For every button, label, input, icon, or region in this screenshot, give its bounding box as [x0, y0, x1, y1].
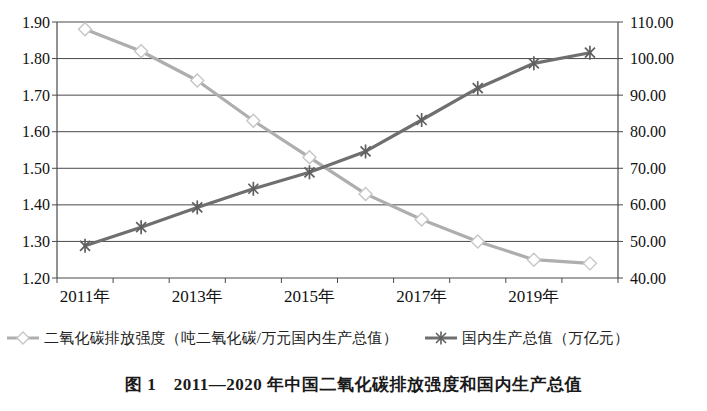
figure-co2-gdp: 1.90 110.00 1.80 100.00 1.70 90.00 1.60 80.00 1.…	[0, 0, 707, 411]
line-chart: 1.90 110.00 1.80 100.00 1.70 90.00 1.60 80.00 1.…	[0, 0, 707, 315]
svg-text:2019年: 2019年	[508, 287, 559, 306]
legend-item-co2-intensity: 二氧化碳排放强度（吨二氧化碳/万元国内生产总值）	[6, 329, 398, 348]
svg-text:1.40: 1.40	[22, 196, 50, 213]
svg-text:60.00: 60.00	[630, 196, 666, 213]
svg-text:50.00: 50.00	[630, 233, 666, 250]
svg-text:2013年: 2013年	[172, 287, 223, 306]
svg-text:110.00: 110.00	[630, 14, 673, 31]
svg-text:2011年: 2011年	[60, 287, 110, 306]
svg-text:40.00: 40.00	[630, 270, 666, 287]
legend-item-gdp: 国内生产总值（万亿元）	[424, 329, 629, 348]
chart-legend: 二氧化碳排放强度（吨二氧化碳/万元国内生产总值） 国内生产总值（万亿元）	[6, 326, 707, 350]
figure-caption: 图 1 2011—2020 年中国二氧化碳排放强度和国内生产总值	[0, 373, 707, 396]
svg-text:1.70: 1.70	[22, 87, 50, 104]
svg-text:1.80: 1.80	[22, 50, 50, 67]
legend-label-co2-intensity: 二氧化碳排放强度（吨二氧化碳/万元国内生产总值）	[44, 329, 398, 348]
svg-text:1.60: 1.60	[22, 123, 50, 140]
diamond-marker-icon	[6, 330, 40, 346]
svg-text:90.00: 90.00	[630, 87, 666, 104]
svg-text:2017年: 2017年	[396, 287, 447, 306]
svg-text:100.00: 100.00	[630, 50, 674, 67]
svg-text:2015年: 2015年	[284, 287, 335, 306]
legend-label-gdp: 国内生产总值（万亿元）	[462, 329, 629, 348]
svg-text:1.50: 1.50	[22, 160, 50, 177]
svg-text:80.00: 80.00	[630, 123, 666, 140]
svg-text:1.20: 1.20	[22, 270, 50, 287]
svg-text:70.00: 70.00	[630, 160, 666, 177]
asterisk-marker-icon	[424, 330, 458, 346]
svg-text:1.30: 1.30	[22, 233, 50, 250]
svg-text:1.90: 1.90	[22, 14, 50, 31]
